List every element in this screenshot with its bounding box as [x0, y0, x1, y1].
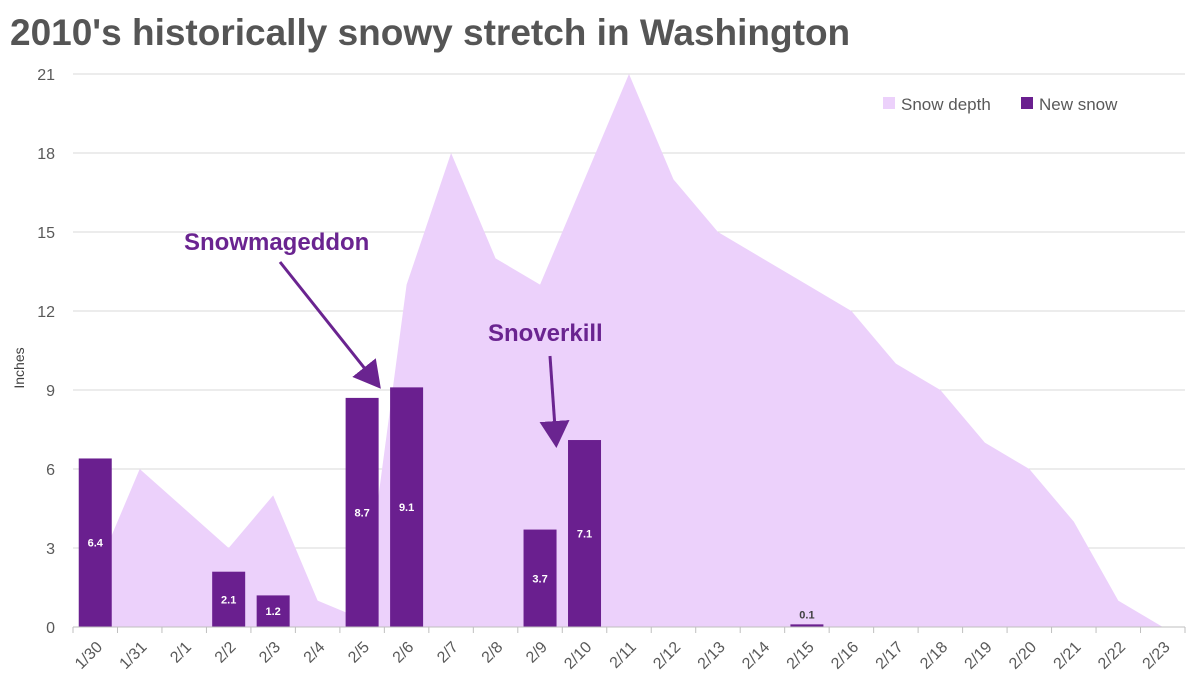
x-tick-label: 2/10 [561, 639, 595, 673]
x-tick-label: 2/22 [1095, 639, 1129, 673]
y-tick-label: 18 [37, 146, 55, 163]
x-tick-label: 2/21 [1051, 639, 1085, 673]
new-snow-bar [523, 529, 557, 627]
y-axis-label: Inches [11, 347, 27, 388]
x-tick-label: 2/7 [434, 639, 462, 667]
bar-data-label: 2.1 [221, 594, 236, 606]
new-snow-bar [390, 387, 424, 627]
bar-data-label: 3.7 [532, 573, 547, 585]
x-tick-label: 2/11 [607, 639, 640, 672]
annotation-arrow [539, 355, 570, 449]
x-tick-label: 2/6 [390, 639, 418, 667]
y-tick-label: 0 [46, 620, 55, 637]
x-tick-label: 2/15 [784, 639, 818, 673]
new-snow-bars: 6.4 2.1 1.2 8.7 9.1 3.7 7.1 0.1 [78, 387, 824, 627]
new-snow-bar [345, 397, 379, 627]
x-tick-label: 2/9 [523, 639, 551, 667]
x-tick-label: 2/2 [212, 639, 240, 667]
x-tick-label: 2/8 [479, 639, 507, 667]
bar-data-label: 8.7 [354, 507, 369, 519]
y-tick-label: 21 [37, 67, 55, 84]
x-tick-label: 2/16 [828, 639, 862, 673]
annotation-arrow [278, 261, 381, 389]
y-tick-label: 12 [37, 304, 55, 321]
x-tick-label: 1/31 [117, 639, 151, 673]
x-tick-label: 2/1 [167, 639, 195, 667]
bar-data-label: 7.1 [577, 529, 592, 541]
bar-data-label: 1.2 [266, 606, 281, 618]
bar-data-label: 0.1 [799, 609, 814, 621]
new-snow-bar [568, 440, 602, 627]
legend-swatch [1021, 97, 1033, 109]
x-tick-label: 2/12 [650, 639, 684, 673]
annotation-snoverkill: Snoverkill [488, 320, 603, 347]
y-tick-label: 3 [46, 541, 55, 558]
x-tick-label: 2/4 [301, 639, 329, 667]
y-tick-label: 6 [46, 462, 55, 479]
new-snow-bar [212, 571, 246, 627]
x-tick-label: 2/13 [695, 639, 729, 673]
x-tick-label: 2/20 [1006, 639, 1040, 673]
new-snow-bar [790, 624, 824, 627]
snow-depth-area [95, 74, 1163, 627]
x-tick-label: 2/17 [873, 639, 907, 673]
bar-data-label: 9.1 [399, 502, 414, 514]
legend-label: New snow [1039, 95, 1118, 114]
x-tick-label: 2/19 [962, 639, 996, 673]
new-snow-bar [78, 458, 112, 627]
bar-data-label: 6.4 [88, 538, 104, 550]
y-tick-label: 15 [37, 225, 55, 242]
x-tick-label: 1/30 [72, 639, 106, 673]
annotation-snowmageddon: Snowmageddon [184, 229, 369, 256]
annotations: Snowmageddon Snoverkill [184, 229, 603, 449]
y-tick-label: 9 [46, 383, 55, 400]
x-tick-label: 2/23 [1140, 639, 1174, 673]
x-tick-label: 2/18 [917, 639, 951, 673]
x-tick-label: 2/14 [739, 639, 773, 673]
new-snow-bar [256, 595, 290, 627]
x-tick-label: 2/3 [256, 639, 284, 667]
legend-label: Snow depth [901, 95, 991, 114]
snow-depth-area-group [95, 74, 1163, 627]
chart-title: 2010's historically snowy stretch in Was… [10, 12, 851, 53]
x-tick-label: 2/5 [345, 639, 373, 667]
legend: Snow depth New snow [883, 95, 1118, 114]
legend-swatch [883, 97, 895, 109]
